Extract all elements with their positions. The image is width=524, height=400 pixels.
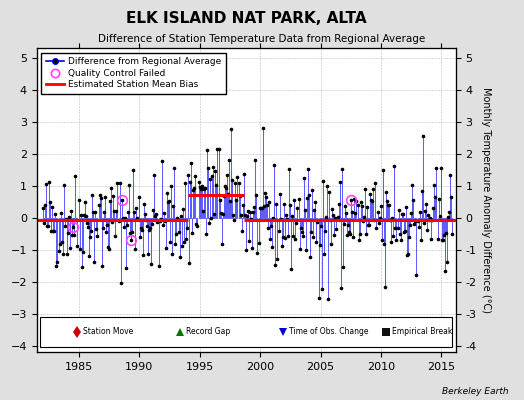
Y-axis label: Monthly Temperature Anomaly Difference (°C): Monthly Temperature Anomaly Difference (… <box>481 87 490 313</box>
Text: Station Move: Station Move <box>83 328 134 336</box>
Text: Difference of Station Temperature Data from Regional Average: Difference of Station Temperature Data f… <box>99 34 425 44</box>
Title: ELK ISLAND NAT PARK, ALTA: ELK ISLAND NAT PARK, ALTA <box>126 11 367 26</box>
FancyBboxPatch shape <box>40 317 452 347</box>
Text: Empirical Break: Empirical Break <box>392 328 453 336</box>
Text: Berkeley Earth: Berkeley Earth <box>442 387 508 396</box>
Legend: Difference from Regional Average, Quality Control Failed, Estimated Station Mean: Difference from Regional Average, Qualit… <box>41 52 226 94</box>
Text: Record Gap: Record Gap <box>187 328 231 336</box>
Text: Time of Obs. Change: Time of Obs. Change <box>289 328 369 336</box>
